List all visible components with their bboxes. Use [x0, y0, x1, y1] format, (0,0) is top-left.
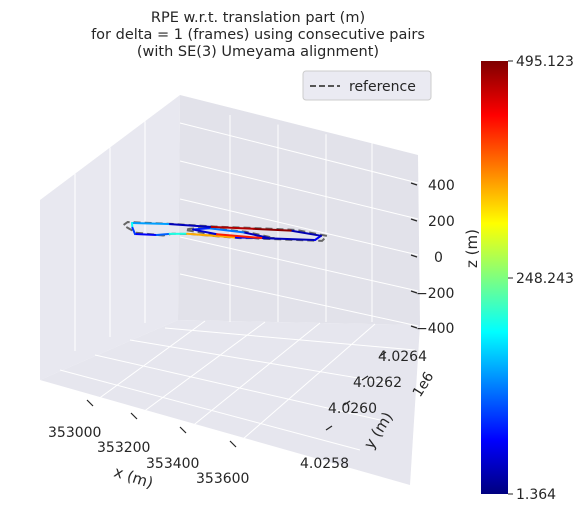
- floor-grid-line: [89, 320, 206, 406]
- y-tick-label-4: 4.0258: [300, 456, 349, 472]
- colorbar-tick-mid: 248.243: [516, 271, 574, 287]
- estimate-segment: [215, 233, 264, 240]
- z-tick-label-2: 200: [428, 214, 455, 230]
- z-grid-line: [179, 198, 419, 256]
- colorbar-ticks: [508, 60, 513, 495]
- colorbar-tick-max: 495.123: [516, 54, 574, 70]
- y-tick-label-2: 4.0262: [353, 375, 402, 391]
- estimate-segment: [131, 226, 136, 236]
- z-tick-label-3: 0: [434, 250, 443, 266]
- floor-grid-line: [184, 322, 321, 433]
- estimate-segment: [207, 227, 245, 234]
- z-grid-line: [179, 122, 419, 184]
- title-line-3: (with SE(3) Umeyama alignment): [137, 44, 379, 60]
- z-tick-label-1: 400: [428, 178, 455, 194]
- x-ticks: [86, 399, 237, 448]
- x-tick-label-1: 353000: [48, 425, 101, 441]
- estimate-segment: [209, 225, 255, 230]
- estimate-segment: [242, 231, 270, 239]
- z-grid-line: [179, 236, 419, 292]
- title-line-2: for delta = 1 (frames) using consecutive…: [91, 27, 425, 43]
- back-pane-right: [178, 95, 420, 325]
- x-tick-label-2: 353200: [97, 440, 150, 456]
- y-tick-label-1: 4.0264: [378, 349, 427, 365]
- estimate-segment: [252, 227, 292, 232]
- legend: reference: [302, 70, 432, 101]
- estimate-segment: [133, 233, 158, 236]
- z-ticks: [410, 182, 418, 329]
- x-tick-label-4: 353600: [196, 471, 249, 487]
- grid-lines: [59, 115, 419, 451]
- estimate-segment: [192, 228, 218, 236]
- z-tick-label-4: −200: [416, 286, 454, 302]
- estimate-segment: [261, 237, 316, 241]
- floor-grid-line: [234, 323, 376, 447]
- floor-pane: [40, 320, 420, 485]
- z-grid-line: [179, 160, 419, 220]
- title-line-1: RPE w.r.t. translation part (m): [151, 10, 365, 26]
- legend-label-reference: reference: [349, 79, 416, 95]
- estimate-trajectory: [130, 222, 323, 241]
- colorbar-tick-min: 1.364: [516, 487, 556, 503]
- floor-grid-line: [134, 321, 266, 419]
- z-tick-label-5: −400: [416, 321, 454, 337]
- y-tick-label-3: 4.0260: [328, 401, 377, 417]
- legend-box: [302, 70, 432, 101]
- estimate-segment: [155, 232, 171, 236]
- floor-grid-line: [94, 354, 381, 421]
- floor-grid-line: [129, 339, 401, 386]
- floor-grid-line: [164, 327, 416, 351]
- estimate-segment: [289, 229, 323, 237]
- estimate-segment: [186, 232, 237, 239]
- floor-grid-line: [59, 369, 361, 451]
- z-axis-label: z (m): [463, 229, 481, 268]
- estimate-segment: [167, 223, 212, 228]
- z-grid-line: [179, 273, 419, 327]
- estimate-segment: [130, 222, 170, 226]
- colorbar: [481, 61, 508, 494]
- y-ticks: [325, 351, 387, 431]
- x-tick-label-3: 353400: [146, 456, 199, 472]
